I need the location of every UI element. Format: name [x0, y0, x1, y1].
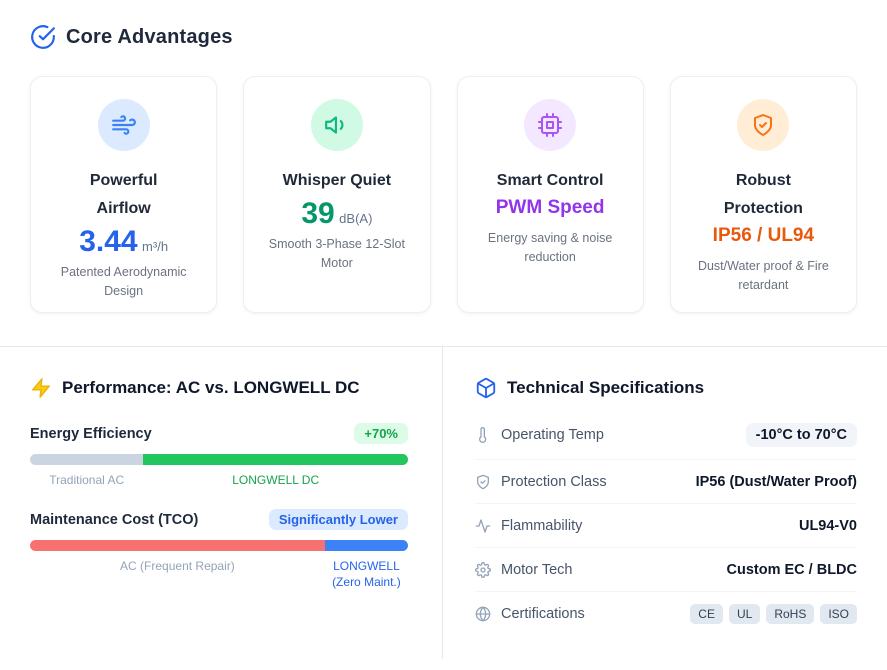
volume-icon	[324, 116, 344, 134]
bar-label: LONGWELL (Zero Maint.)	[332, 559, 401, 590]
card-unit: dB(A)	[339, 211, 373, 226]
card-unit: m³/h	[142, 239, 169, 254]
card-desc: Patented Aerodynamic Design	[60, 265, 187, 299]
check-circle-icon	[30, 24, 56, 50]
technical-specifications-section: Technical Specifications Operating Temp …	[443, 347, 887, 659]
section-title: Technical Specifications	[507, 378, 705, 397]
spec-left: Operating Temp	[475, 427, 604, 443]
cpu-icon	[538, 113, 563, 137]
bar-label: Traditional AC	[49, 473, 125, 487]
advantage-cards: Powerful Airflow 3.44 m³/h Patented Aero…	[30, 76, 857, 313]
energy-bar-labels: Traditional AC LONGWELL DC	[30, 472, 408, 488]
card-value: 39	[301, 197, 335, 230]
airflow-icon-circle	[97, 99, 150, 151]
wind-icon	[111, 115, 136, 135]
maintenance-bar-labels: AC (Frequent Repair) LONGWELL (Zero Main…	[30, 558, 408, 590]
card-value-row: 39 dB(A)	[244, 197, 429, 231]
bar-segment-longwell-dc	[143, 454, 408, 465]
spec-left: Certifications	[475, 606, 585, 622]
cert-badge-rohs: RoHS	[766, 604, 815, 624]
metric-label: Maintenance Cost (TCO)	[30, 511, 199, 528]
card-value: PWM Speed	[495, 197, 605, 218]
spec-value: -10°C to 70°C	[745, 423, 857, 447]
energy-efficiency-bar	[30, 454, 408, 465]
card-desc: Energy saving & noise reduction	[487, 231, 613, 265]
card-value: 3.44	[79, 225, 138, 258]
shield-icon-circle	[737, 99, 790, 151]
maintenance-cost-bar	[30, 540, 408, 552]
cert-badge-ce: CE	[690, 604, 723, 624]
activity-icon	[475, 518, 491, 533]
section-title: Core Advantages	[66, 25, 233, 48]
spec-label: Operating Temp	[501, 427, 604, 443]
certification-badges: CE UL RoHS ISO	[690, 604, 857, 624]
card-whisper-quiet: Whisper Quiet 39 dB(A) Smooth 3-Phase 12…	[243, 76, 431, 313]
metric-badge: +70%	[354, 423, 408, 444]
spec-label: Flammability	[501, 517, 583, 534]
package-icon	[475, 377, 497, 399]
card-title: Robust Protection	[723, 172, 803, 217]
card-title: Powerful Airflow	[89, 172, 158, 217]
performance-section: Performance: AC vs. LONGWELL DC Energy E…	[0, 347, 443, 659]
cert-badge-ul: UL	[728, 604, 761, 624]
shield-icon	[754, 114, 773, 136]
metric-energy-header: Energy Efficiency +70%	[30, 423, 408, 444]
spec-row-protection-class: Protection Class IP56 (Dust/Water Proof)	[475, 460, 857, 504]
card-desc: Dust/Water proof & Fire retardant	[697, 259, 829, 293]
section-title: Performance: AC vs. LONGWELL DC	[62, 378, 360, 397]
card-title: Smart Control	[496, 172, 604, 189]
bar-segment-longwell	[324, 540, 408, 552]
spec-left: Motor Tech	[475, 561, 573, 578]
globe-icon	[475, 606, 491, 622]
core-advantages-header: Core Advantages	[30, 24, 857, 50]
spec-row-operating-temp: Operating Temp -10°C to 70°C	[475, 411, 857, 460]
cpu-icon-circle	[524, 99, 577, 151]
gear-icon	[475, 561, 491, 578]
spec-label: Protection Class	[501, 473, 607, 490]
spec-value: IP56 (Dust/Water Proof)	[695, 473, 857, 490]
spec-label: Certifications	[501, 606, 585, 622]
spec-left: Protection Class	[475, 474, 607, 490]
performance-header: Performance: AC vs. LONGWELL DC	[30, 377, 408, 399]
metric-maintenance-header: Maintenance Cost (TCO) Significantly Low…	[30, 509, 408, 531]
spec-left: Flammability	[475, 518, 582, 534]
bar-segment-traditional-ac	[30, 454, 144, 465]
card-powerful-airflow: Powerful Airflow 3.44 m³/h Patented Aero…	[30, 76, 218, 313]
metric-label: Energy Efficiency	[30, 425, 152, 442]
specs-header: Technical Specifications	[475, 377, 857, 399]
card-smart-control: Smart Control PWM Speed Energy saving & …	[456, 76, 644, 313]
spec-row-certifications: Certifications CE UL RoHS ISO	[475, 592, 857, 636]
thermometer-icon	[479, 427, 487, 443]
spec-value: Custom EC / BLDC	[726, 561, 858, 578]
core-advantages-section: Core Advantages Powerful Airflow 3.44 m³…	[0, 0, 887, 313]
card-value: IP56 / UL94	[712, 225, 815, 246]
bar-segment-ac	[30, 540, 325, 552]
card-desc: Smooth 3-Phase 12-Slot Motor	[268, 237, 405, 271]
spec-label: Motor Tech	[501, 561, 573, 578]
bottom-section: Performance: AC vs. LONGWELL DC Energy E…	[0, 346, 887, 659]
spec-row-motor-tech: Motor Tech Custom EC / BLDC	[475, 548, 857, 592]
metric-badge: Significantly Lower	[268, 509, 408, 531]
spec-value: UL94-V0	[798, 517, 857, 534]
bar-label: LONGWELL DC	[232, 473, 320, 487]
lightning-icon	[30, 377, 52, 399]
card-title: Whisper Quiet	[282, 172, 392, 189]
card-value-row: 3.44 m³/h	[31, 225, 216, 259]
spec-row-flammability: Flammability UL94-V0	[475, 504, 857, 548]
card-robust-protection: Robust Protection IP56 / UL94 Dust/Water…	[669, 76, 857, 313]
cert-badge-iso: ISO	[820, 604, 857, 624]
volume-icon-circle	[310, 99, 363, 151]
bar-label: AC (Frequent Repair)	[120, 559, 235, 574]
shield-check-icon	[477, 474, 489, 489]
